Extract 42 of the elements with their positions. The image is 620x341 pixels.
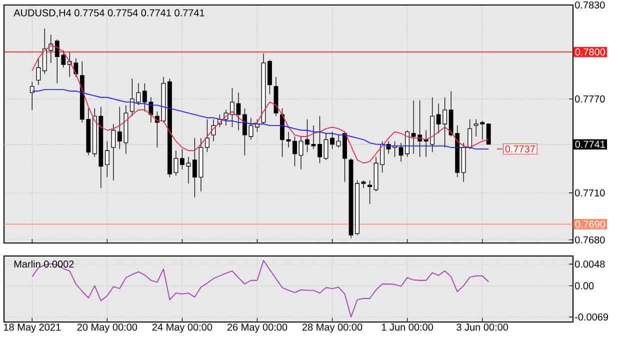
x-tick-label: 3 Jun 00:00 bbox=[456, 324, 508, 331]
y-tick-label: 0.7680 bbox=[574, 236, 605, 244]
y-tick-label: 0.00 bbox=[574, 282, 594, 290]
candlestick bbox=[205, 118, 210, 153]
candlestick bbox=[486, 124, 491, 145]
candlestick bbox=[192, 138, 197, 198]
candlestick bbox=[318, 116, 322, 164]
candlestick bbox=[305, 118, 310, 153]
x-tick-label: 24 May 00:00 bbox=[152, 324, 212, 333]
x-tick-label: 28 May 00:00 bbox=[302, 324, 362, 333]
candlestick bbox=[248, 117, 254, 140]
candlestick bbox=[368, 180, 372, 204]
x-tick-label: 18 May 2021 bbox=[4, 324, 61, 333]
candlestick bbox=[361, 180, 366, 189]
x-tick-label: 26 May 00:00 bbox=[227, 324, 288, 333]
candlestick bbox=[104, 140, 110, 178]
x-tick-label: 20 May 00:00 bbox=[77, 324, 138, 333]
candlestick bbox=[30, 81, 34, 110]
chart-title: AUDUSD,H4 0.7754 0.7754 0.7741 0.7741 bbox=[14, 9, 204, 18]
candlestick bbox=[111, 124, 116, 181]
ref-line-label: 0.7800 bbox=[575, 48, 606, 56]
candlestick bbox=[468, 118, 472, 150]
chart-title: Marlin 0.0002 bbox=[14, 260, 74, 268]
y-tick-label: 0.7770 bbox=[574, 95, 605, 102]
candlestick bbox=[230, 88, 234, 128]
candlestick bbox=[236, 92, 241, 131]
candlestick bbox=[36, 58, 41, 86]
text: 0.7737 bbox=[505, 145, 535, 153]
candlestick bbox=[330, 131, 334, 150]
candlestick bbox=[298, 136, 304, 170]
x-tick-label: 1 Jun 00:00 bbox=[382, 324, 434, 331]
candlestick bbox=[242, 108, 247, 156]
y-tick-label: 0.0048 bbox=[574, 260, 605, 268]
ref-line-label: 0.7741 bbox=[575, 140, 605, 148]
candlestick bbox=[268, 59, 272, 95]
y-tick-label: -0.0069 bbox=[575, 313, 608, 321]
y-tick-label: 0.7710 bbox=[574, 189, 605, 196]
ref-line-label: 0.7690 bbox=[575, 220, 606, 228]
candlestick bbox=[292, 136, 297, 167]
candlestick bbox=[324, 133, 328, 160]
candlestick bbox=[380, 140, 384, 173]
y-tick-label: 0.7830 bbox=[574, 1, 605, 9]
